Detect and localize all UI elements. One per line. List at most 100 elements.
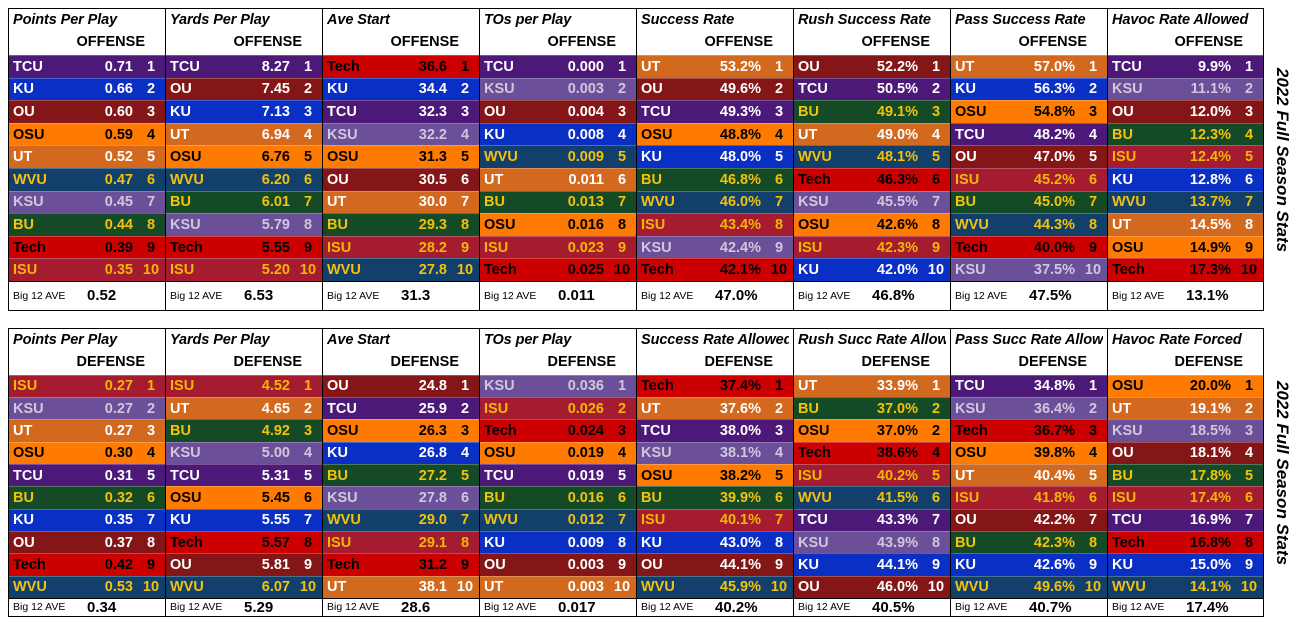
stat-value: 17.4% <box>1189 489 1231 506</box>
stat-rank: 3 <box>303 103 313 120</box>
stat-side-label: DEFENSE <box>1018 354 1088 370</box>
conference-average-row: Big 12 AVE 47.5% <box>951 280 1107 310</box>
team-name: UT <box>1112 400 1132 417</box>
stat-value: 5.79 <box>261 216 290 233</box>
table-row: Tech 16.8% 8 <box>1108 530 1263 554</box>
table-row: ISU 17.4% 6 <box>1108 486 1263 509</box>
stat-rank: 9 <box>460 556 470 573</box>
stat-value: 42.3% <box>876 239 918 256</box>
stat-rank: 1 <box>146 58 156 75</box>
team-name: OSU <box>327 422 359 439</box>
average-label: Big 12 AVE <box>13 289 66 302</box>
team-name: Tech <box>170 239 203 256</box>
team-name: BU <box>955 534 976 551</box>
stat-value: 0.27 <box>104 422 133 439</box>
table-row: Tech 40.0% 9 <box>951 235 1107 259</box>
stat-table: Havoc Rate Forced DEFENSE OSU 20.0% 1 UT 19.1%… <box>1107 328 1264 617</box>
defense-side-label: 2022 Full Season Stats <box>1268 328 1296 617</box>
stat-rank: 7 <box>617 512 627 529</box>
stat-value: 37.6% <box>719 400 761 417</box>
stat-rank: 7 <box>1088 194 1098 211</box>
stat-value: 45.2% <box>1033 171 1075 188</box>
team-name: TCU <box>641 422 671 439</box>
stat-rank: 3 <box>146 422 156 439</box>
team-name: BU <box>641 171 662 188</box>
team-name: Tech <box>13 239 46 256</box>
stat-value: 49.3% <box>719 103 761 120</box>
table-row: KSU 11.1% 2 <box>1108 77 1263 101</box>
table-row: Tech 36.6 1 <box>323 55 479 78</box>
team-name: TCU <box>641 103 671 120</box>
team-name: UT <box>484 579 504 596</box>
team-name: UT <box>327 194 347 211</box>
team-name: Tech <box>641 262 674 279</box>
table-row: OU 0.60 3 <box>9 100 165 123</box>
stat-rank: 2 <box>931 400 941 417</box>
table-row: KSU 38.1% 4 <box>637 441 793 464</box>
average-value: 47.5% <box>1029 287 1072 305</box>
stat-value: 47.0% <box>1033 149 1075 166</box>
stat-value: 0.66 <box>104 81 133 98</box>
team-name: BU <box>641 489 662 506</box>
stat-rank: 4 <box>146 445 156 462</box>
team-name: UT <box>484 171 504 188</box>
stat-side-label: OFFENSE <box>861 34 930 50</box>
table-row: ISU 4.52 1 <box>166 374 322 397</box>
table-row: TCU 43.3% 7 <box>794 508 950 531</box>
stat-value: 0.019 <box>567 467 604 484</box>
stat-rank: 7 <box>146 194 156 211</box>
stat-side-label: OFFENSE <box>704 34 773 50</box>
stat-value: 40.2% <box>876 467 918 484</box>
stat-title: Rush Succ Rate Allowed <box>798 332 946 348</box>
stat-rank: 8 <box>931 216 941 233</box>
stat-rank: 5 <box>1244 149 1254 166</box>
team-name: ISU <box>641 512 666 529</box>
stat-rank: 3 <box>1244 103 1254 120</box>
stat-title: Rush Success Rate <box>798 12 931 28</box>
stat-value: 52.2% <box>876 58 918 75</box>
stat-rank: 6 <box>303 489 313 506</box>
stat-value: 40.4% <box>1033 467 1075 484</box>
team-name: Tech <box>484 262 517 279</box>
team-name: WVU <box>327 262 361 279</box>
average-value: 47.0% <box>715 287 758 305</box>
table-row: KU 5.55 7 <box>166 508 322 531</box>
team-name: KSU <box>13 400 44 417</box>
team-name: KSU <box>327 489 358 506</box>
team-name: TCU <box>1112 512 1142 529</box>
stat-rank: 4 <box>460 445 470 462</box>
stat-value: 25.9 <box>418 400 447 417</box>
stat-rank: 6 <box>1088 489 1098 506</box>
table-row: TCU 0.019 5 <box>480 463 636 487</box>
team-name: KSU <box>1112 81 1143 98</box>
stat-table-header: Havoc Rate Allowed OFFENSE <box>1108 9 1263 55</box>
team-name: TCU <box>484 467 514 484</box>
stat-rank: 1 <box>617 58 627 75</box>
table-row: WVU 6.07 10 <box>166 575 322 598</box>
stat-rank: 1 <box>460 378 470 395</box>
table-row: BU 39.9% 6 <box>637 486 793 509</box>
team-name: TCU <box>955 378 985 395</box>
stat-side-label: OFFENSE <box>390 34 459 50</box>
table-row: UT 0.011 6 <box>480 167 636 191</box>
team-name: TCU <box>170 467 200 484</box>
stat-value: 11.1% <box>1190 81 1231 98</box>
stat-rank: 7 <box>303 512 313 529</box>
stat-value: 0.30 <box>104 445 133 462</box>
stat-rank: 10 <box>613 262 631 279</box>
table-row: KU 0.66 2 <box>9 77 165 101</box>
stat-table-header: TOs per Play DEFENSE <box>480 329 636 375</box>
table-row: ISU 45.2% 6 <box>951 167 1107 191</box>
stat-rank: 8 <box>1088 534 1098 551</box>
stat-value: 38.1% <box>719 445 761 462</box>
table-row: KSU 32.2 4 <box>323 122 479 146</box>
table-row: TCU 38.0% 3 <box>637 419 793 442</box>
table-row: BU 17.8% 5 <box>1108 463 1263 487</box>
table-row: BU 46.8% 6 <box>637 167 793 191</box>
average-value: 40.2% <box>715 598 758 616</box>
team-name: KU <box>13 512 34 529</box>
stat-value: 41.5% <box>876 489 918 506</box>
table-row: TCU 50.5% 2 <box>794 77 950 101</box>
team-name: OSU <box>484 216 516 233</box>
table-row: KU 48.0% 5 <box>637 145 793 168</box>
